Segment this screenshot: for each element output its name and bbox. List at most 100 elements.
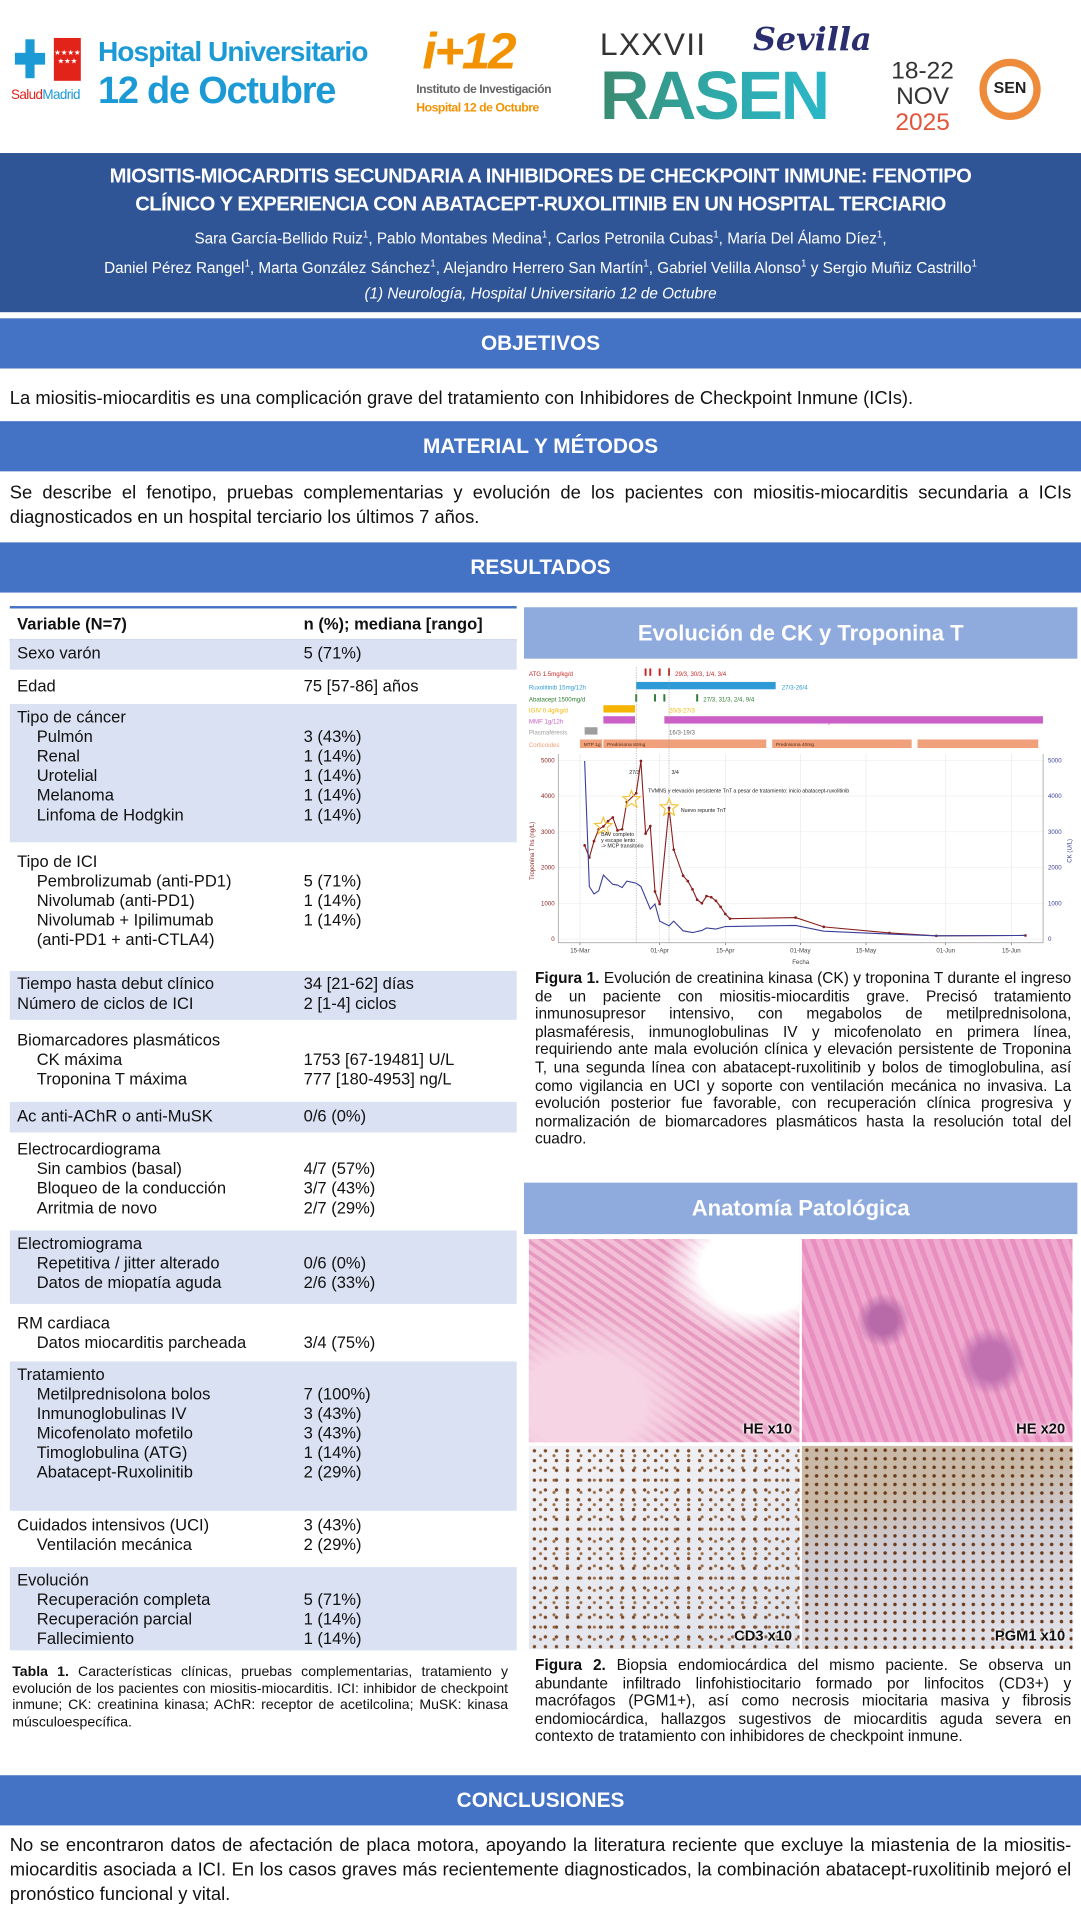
row-label: Troponina T máxima: [36, 1070, 188, 1089]
authors-line-2: Daniel Pérez Rangel1, Marta González Sán…: [104, 253, 977, 282]
table-row: Repetitiva / jitter alterado 0/6 (0%): [10, 1254, 517, 1274]
series-line-ck: [584, 760, 1026, 937]
timeline-label: IGIV 0.4g/kg/d: [529, 708, 568, 715]
timeline-bar: [603, 739, 767, 749]
table-row: Edad 75 [57-86] años: [10, 677, 517, 697]
table-row: Renal 1 (14%): [10, 747, 517, 767]
y-axis-label-right: CK (U/L): [1066, 839, 1073, 863]
y-tick-label-left: 2000: [541, 865, 555, 872]
table-row: Evolución: [10, 1571, 517, 1591]
author-separator: ,: [368, 230, 377, 248]
table-header: Variable (N=7) n (%); mediana [rango]: [9, 606, 517, 642]
timeline-tick: [635, 694, 638, 702]
y-axis-label-left: Troponina T hs (ng/L): [529, 822, 536, 880]
y-tick-label-right: 0: [1048, 936, 1052, 943]
congress-name: RASEN: [599, 56, 830, 134]
x-tick-label: 15-Jun: [1002, 948, 1021, 955]
row-label: Datos de miopatía aguda: [36, 1273, 222, 1292]
table-group: Cuidados intensivos (UCI) 3 (43%) Ventilac…: [10, 1512, 517, 1565]
author-separator: ,: [718, 230, 728, 248]
row-value: 3 (43%): [303, 1423, 362, 1443]
y-tick-label-right: 1000: [1048, 900, 1062, 907]
title-line-1: MIOSITIS-MIOCARDITIS SECUNDARIA A INHIBI…: [109, 165, 972, 188]
row-label: Micofenolato mofetilo: [36, 1423, 193, 1443]
column-header-variable: Variable (N=7): [17, 614, 127, 633]
row-label: Pulmón: [36, 727, 93, 746]
figure1-caption-text: Evolución de creatinina kinasa (CK) y tr…: [535, 969, 1072, 1148]
row-label: Cuidados intensivos (UCI): [17, 1515, 210, 1535]
table-row: Abatacept-Ruxolinitib 2 (29%): [10, 1463, 517, 1483]
row-label: Nivolumab + Ipilimumab: [36, 910, 214, 930]
row-label: Nivolumab (anti-PD1): [36, 891, 195, 910]
row-value: 1 (14%): [303, 1629, 362, 1648]
author-name: Sara García-Bellido Ruiz: [194, 230, 363, 248]
author-separator: y: [806, 259, 823, 277]
congress-number: LXXVII: [599, 25, 707, 63]
timeline-bar: [917, 739, 1039, 749]
author-name: Carlos Petronila Cubas: [555, 230, 714, 248]
figure2-caption: Figura 2. Biopsia endomiocárdica del mis…: [535, 1656, 1071, 1745]
table-row: Metilprednisolona bolos 7 (100%): [10, 1385, 517, 1405]
author-name: Gabriel Velilla Alonso: [657, 259, 802, 277]
histology-image-pgm1-x10: PGM1 x10: [801, 1445, 1073, 1650]
table-row: Recuperación completa 5 (71%): [10, 1590, 517, 1610]
data-point-troponin: [728, 917, 732, 921]
data-point-troponin: [658, 902, 662, 906]
table-row: Linfoma de Hodgkin 1 (14%): [10, 806, 517, 826]
data-point-troponin: [709, 895, 713, 899]
row-label: Número de ciclos de ICI: [17, 994, 194, 1013]
row-value: 0/6 (0%): [303, 1106, 367, 1126]
row-label: Electromiograma: [17, 1234, 143, 1253]
row-label: Edad: [17, 677, 56, 696]
timeline-label: Ruxolitinib 15mg/12h: [529, 684, 586, 691]
x-tick-label: 15-Apr: [716, 948, 734, 955]
panel-label: HE x20: [1016, 1420, 1066, 1438]
data-point-troponin: [700, 901, 704, 905]
table-row: Datos miocarditis parcheada 3/4 (75%): [10, 1333, 517, 1353]
author-separator: ,: [249, 259, 259, 277]
timeline-bar: [603, 705, 635, 713]
row-label: RM cardiaca: [17, 1313, 110, 1333]
row-value: 2 [1-4] ciclos: [303, 994, 397, 1013]
table-row: Biomarcadores plasmáticos: [10, 1031, 517, 1051]
row-value: 1 (14%): [303, 746, 362, 766]
data-point-troponin: [714, 899, 718, 903]
row-value: 2 (29%): [303, 1535, 362, 1554]
data-point-troponin: [639, 759, 643, 763]
table-row: Inmunoglobulinas IV 3 (43%): [10, 1404, 517, 1424]
x-tick-label: 01-Apr: [650, 948, 668, 955]
data-point-troponin: [592, 839, 596, 843]
table-row: Arritmia de novo 2/7 (29%): [10, 1199, 517, 1219]
congress-dates: 18-22 NOV 2025: [891, 58, 954, 136]
authors-line-1: Sara García-Bellido Ruiz1, Pablo Montabe…: [194, 224, 886, 253]
table-group: RM cardiaca Datos miocarditis parcheada 3/…: [10, 1310, 517, 1357]
x-tick-label: 15-May: [856, 948, 877, 955]
hospital-emblem-icon: [14, 39, 46, 79]
timeline-note: 27/3, 31/3, 2/4, 9/4: [703, 697, 755, 704]
data-point-troponin: [644, 832, 647, 835]
panel-label: PGM1 x10: [994, 1627, 1066, 1645]
table-row: Timoglobulina (ATG) 1 (14%): [10, 1443, 517, 1463]
row-label: Tipo de ICI: [17, 852, 98, 871]
table-group: Electromiograma Repetitiva / jitter alter…: [9, 1230, 517, 1304]
author-affiliation-mark: 1: [876, 228, 883, 240]
authors: Sara García-Bellido Ruiz1, Pablo Montabe…: [12, 224, 1069, 283]
figure2-heading: Anatomía Patológica: [524, 1182, 1078, 1235]
row-value: 1753 [67-19481] U/L: [303, 1050, 455, 1069]
table-row: Micofenolato mofetilo 3 (43%): [10, 1424, 517, 1444]
timeline-tick: [653, 694, 656, 702]
table-group: Edad 75 [57-86] años: [10, 672, 517, 701]
chart-annotation: BAV completo: [601, 832, 634, 838]
row-value: 4/7 (57%): [303, 1159, 376, 1178]
congress-city: Sevilla: [752, 22, 872, 59]
timeline-tick: [644, 668, 647, 676]
chart-annotation: y escape lento: [601, 838, 635, 844]
row-label: Melanoma: [36, 786, 114, 805]
i12-logo-text: i+12: [422, 22, 516, 80]
figure1-caption-label: Figura 1.: [535, 969, 600, 987]
section-header-objetivos: OBJETIVOS: [0, 318, 1081, 369]
table-row: Recuperación parcial 1 (14%): [10, 1610, 517, 1630]
histology-image-he-x20: HE x20: [801, 1238, 1073, 1443]
congress-month: NOV: [896, 83, 950, 111]
x-tick-label: 15-Mar: [570, 948, 589, 955]
